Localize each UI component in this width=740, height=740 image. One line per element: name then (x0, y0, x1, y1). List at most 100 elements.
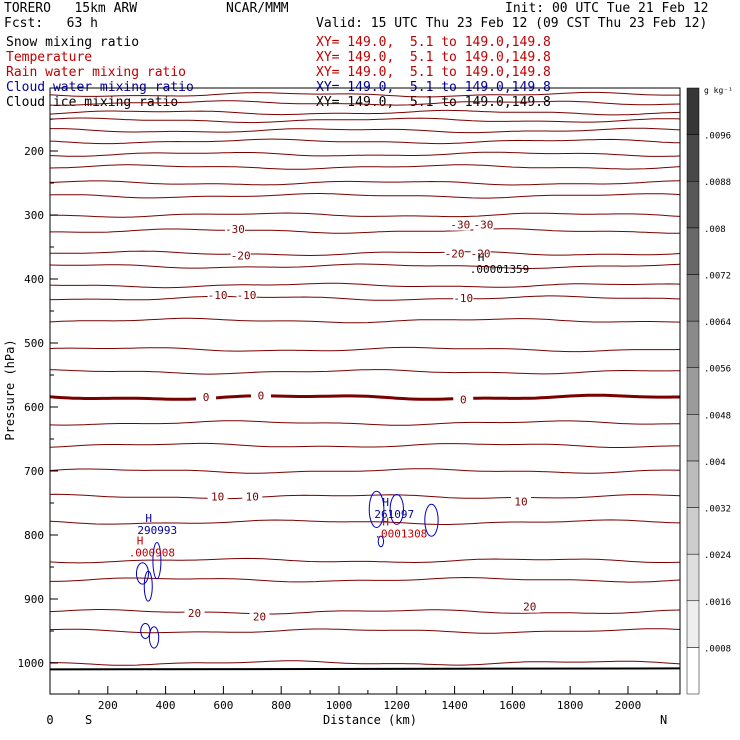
isotherm-label-bg-17 (519, 600, 540, 613)
x-tick-label-6: 1200 (384, 699, 411, 712)
colorbar-tick-3: .0032 (704, 505, 731, 515)
isotherm-label-bg-13 (242, 490, 263, 503)
axes: 200 400 600 800 1000 1200 1400 1600 1800 20002003… (18, 87, 681, 712)
isotherm-22 (49, 468, 681, 474)
colorbar-tick-9: .008 (704, 225, 726, 235)
isotherm-label-5: -20 (471, 247, 491, 260)
colorbar-tick-11: .0096 (704, 132, 731, 142)
cloud-contour-8 (377, 535, 385, 548)
isotherm-23 (49, 493, 681, 500)
colorbar-segment-11 (686, 134, 700, 182)
isotherm-label-bg-8 (453, 292, 474, 305)
model-label: TORERO 15km ARW (4, 1, 138, 16)
cloud-contour-0 (135, 562, 149, 585)
init-label: Init: 00 UTC Tue 21 Feb 12 (505, 1, 709, 16)
isotherm-label-bg-1 (450, 218, 471, 231)
colorbar-tick-6: .0056 (704, 365, 731, 375)
colorbar-segment-10 (686, 180, 700, 229)
x-tick-label-10: 2000 (615, 699, 642, 712)
isotherm-label-bg-16 (249, 610, 270, 623)
valid-label: Valid: 15 UTC Thu 23 Feb 12 (09 CST Thu … (316, 16, 708, 31)
colorbar-tick-8: .0072 (704, 271, 731, 281)
y-tick-label-7: 900 (24, 593, 44, 606)
extrema-markers: H.00001359H290993H.000908H261097H.000130… (129, 251, 530, 560)
colorbar-segment-6 (686, 367, 700, 415)
extremum-h-2: H (137, 535, 144, 548)
plot-frame (49, 87, 681, 695)
isotherm-27 (49, 609, 681, 615)
extremum-h-3: H (382, 496, 389, 509)
colorbar-segment-8 (686, 274, 700, 322)
isotherm-18 (49, 369, 681, 375)
field-xy-rain: XY= 149.0, 5.1 to 149.0,149.8 (316, 65, 551, 80)
isotherm-7 (49, 164, 681, 170)
colorbar-segment-3 (686, 507, 700, 555)
colorbar-segment-9 (686, 227, 700, 275)
colorbar-segment-1 (686, 600, 700, 648)
isotherm-label-4: -20 (445, 247, 465, 260)
extremum-value-3: 261097 (374, 508, 414, 521)
isotherm-5 (49, 138, 681, 145)
isotherm-29 (49, 660, 681, 666)
y-tick-label-6: 800 (24, 529, 44, 542)
isotherm-26 (50, 576, 681, 583)
y-axis-label: Pressure (hPa) (3, 339, 17, 440)
isotherm-label-bg-11 (453, 393, 474, 406)
isotherm-label-11: 0 (460, 393, 467, 406)
isotherm-label-bg-9 (196, 390, 217, 403)
x-tick-label-7: 1400 (441, 699, 468, 712)
isotherm-15 (50, 295, 681, 301)
contour-labels: -30 -30 -30 -20 -20 -20 -10 -10 -10 0 0 0 10 10 10 20 20… (184, 218, 540, 623)
isotherm-14 (49, 282, 681, 289)
isotherm-label-bg-5 (470, 247, 491, 260)
isotherm-label-8: -10 (453, 292, 473, 305)
y-tick-label-8: 1000 (18, 657, 45, 670)
y-tick-label-0: 200 (24, 145, 44, 158)
isotherm-9 (49, 193, 681, 199)
isotherm-13 (49, 263, 681, 269)
field-label-temperature: Temperature (6, 50, 93, 65)
isotherm-24 (49, 519, 681, 525)
x-tick-label-1: 200 (98, 699, 118, 712)
isotherm-19 (49, 393, 680, 401)
cloud-contour-1 (143, 570, 153, 602)
colorbar-tick-1: .0016 (704, 598, 731, 608)
isotherm-label-bg-12 (207, 490, 228, 503)
colorbar-segment-12 (686, 87, 700, 135)
cloud-contour-3 (148, 626, 160, 649)
cloud-contour-4 (152, 541, 162, 580)
isotherm-label-2: -30 (474, 219, 494, 232)
colorbar: .0008 .0016 .0024 .0032 .004 .0048 .0056 .0064.… (686, 87, 731, 695)
field-label-rain: Rain water mixing ratio (6, 65, 187, 80)
x-axis-label: Distance (km) (323, 713, 417, 727)
field-xy-snow: XY= 149.0, 5.1 to 149.0,149.8 (316, 35, 551, 50)
isotherm-4 (50, 127, 681, 134)
x-tick-label-9: 1800 (557, 699, 584, 712)
y-tick-label-5: 700 (24, 465, 44, 478)
isotherm-2 (49, 109, 681, 116)
colorbar-segment-4 (686, 460, 700, 508)
cloud-contour-2 (140, 623, 151, 639)
isotherm-label-bg-6 (207, 289, 228, 301)
extremum-value-0: .00001359 (470, 263, 530, 276)
isotherm-1 (49, 100, 681, 106)
y-tick-label-4: 600 (24, 401, 44, 414)
isotherm-label-16: 20 (253, 610, 266, 623)
isotherm-16 (49, 317, 681, 324)
colorbar-tick-5: .0048 (704, 411, 731, 421)
isotherm-20 (49, 420, 680, 426)
x-tick-label-8: 1600 (499, 699, 526, 712)
isotherm-label-bg-15 (184, 607, 205, 620)
isotherm-label-1: -30 (450, 219, 470, 232)
x-tick-label-3: 600 (213, 699, 233, 712)
isotherm-label-13: 10 (246, 491, 259, 504)
colorbar-segment-2 (686, 553, 700, 602)
colorbar-segment-0 (686, 647, 700, 695)
y-tick-label-3: 500 (24, 337, 44, 350)
isotherm-label-bg-3 (230, 249, 251, 262)
isotherm-12 (50, 250, 681, 257)
isotherm-label-3: -20 (231, 249, 251, 262)
x-tick-label-5: 1000 (326, 699, 353, 712)
isotherm-label-10: 0 (258, 389, 265, 402)
